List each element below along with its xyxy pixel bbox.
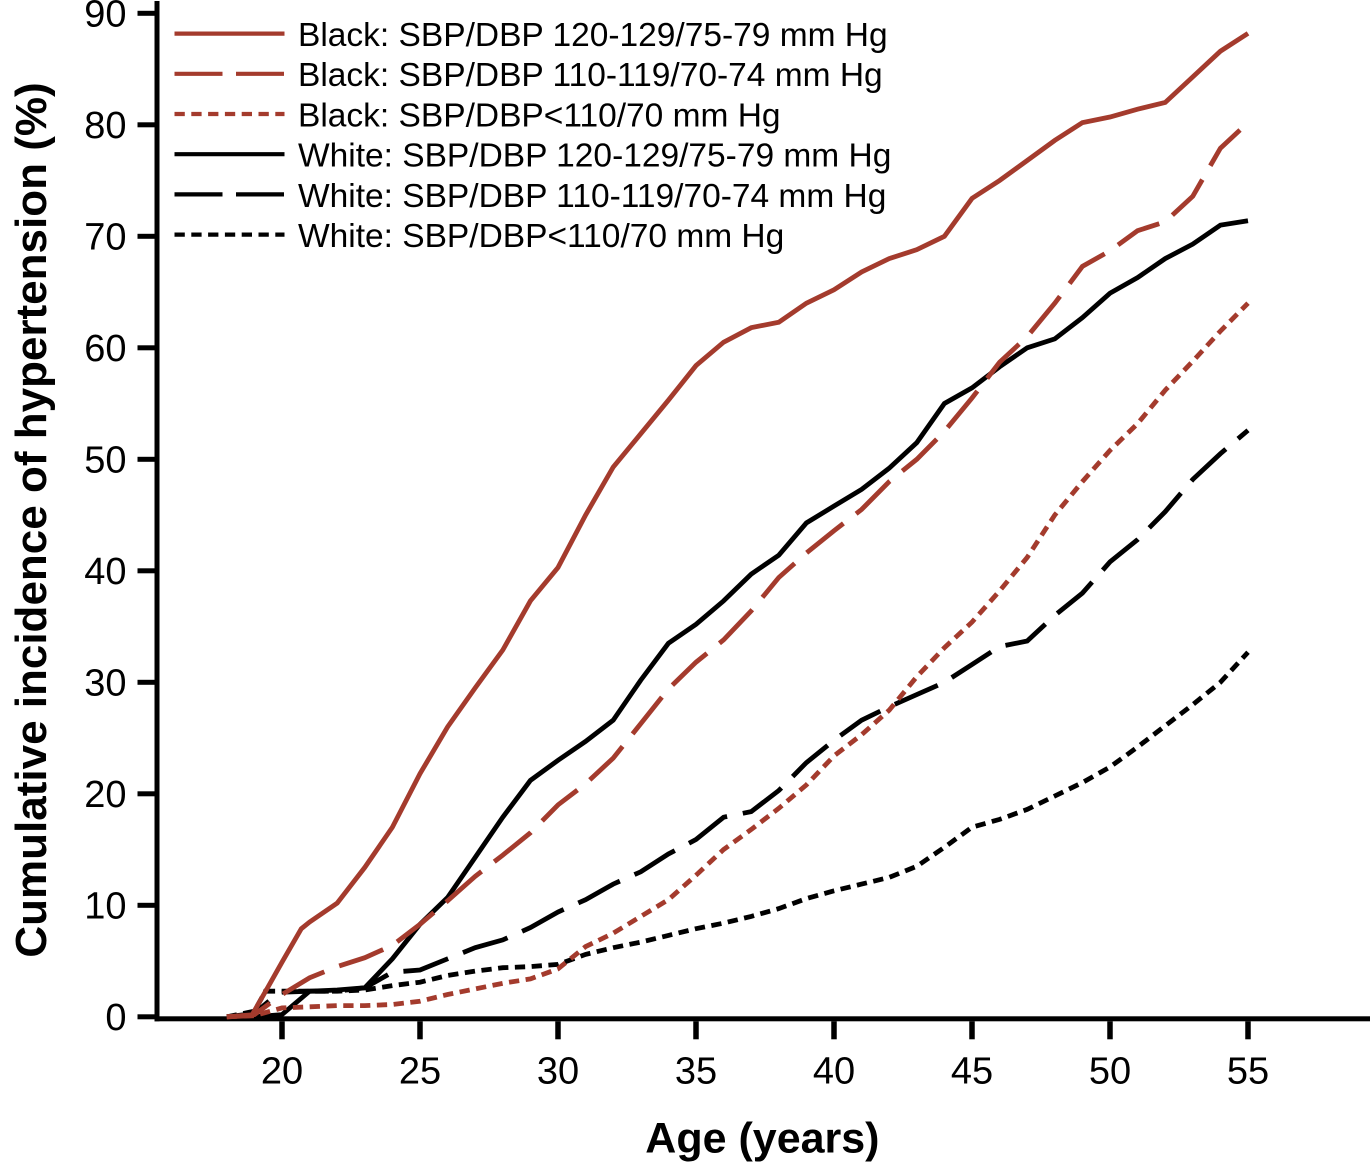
- svg-text:55: 55: [1227, 1050, 1269, 1092]
- svg-text:50: 50: [84, 440, 126, 482]
- svg-text:10: 10: [84, 886, 126, 928]
- svg-text:Age (years): Age (years): [645, 1114, 879, 1162]
- svg-text:45: 45: [951, 1050, 993, 1092]
- svg-text:25: 25: [399, 1050, 441, 1092]
- svg-text:30: 30: [84, 663, 126, 705]
- svg-text:White: SBP/DBP<110/70 mm Hg: White: SBP/DBP<110/70 mm Hg: [298, 218, 784, 255]
- svg-text:Black: SBP/DBP 120-129/75-79 m: Black: SBP/DBP 120-129/75-79 mm Hg: [298, 17, 888, 54]
- svg-text:Black: SBP/DBP<110/70 mm Hg: Black: SBP/DBP<110/70 mm Hg: [298, 97, 781, 134]
- svg-text:80: 80: [84, 105, 126, 147]
- svg-text:Black: SBP/DBP 110-119/70-74 m: Black: SBP/DBP 110-119/70-74 mm Hg: [298, 57, 883, 94]
- svg-text:70: 70: [84, 217, 126, 259]
- svg-text:40: 40: [84, 551, 126, 593]
- svg-text:90: 90: [84, 0, 126, 36]
- svg-text:Cumulative incidence of hypert: Cumulative incidence of hypertension (%): [7, 82, 56, 957]
- svg-text:0: 0: [105, 997, 126, 1039]
- svg-text:White: SBP/DBP 110-119/70-74 m: White: SBP/DBP 110-119/70-74 mm Hg: [298, 178, 886, 215]
- svg-text:20: 20: [84, 774, 126, 816]
- svg-text:60: 60: [84, 328, 126, 370]
- svg-text:20: 20: [261, 1050, 303, 1092]
- svg-text:30: 30: [537, 1050, 579, 1092]
- svg-text:40: 40: [813, 1050, 855, 1092]
- svg-text:White: SBP/DBP 120-129/75-79 m: White: SBP/DBP 120-129/75-79 mm Hg: [298, 138, 891, 175]
- svg-text:35: 35: [675, 1050, 717, 1092]
- svg-text:50: 50: [1089, 1050, 1131, 1092]
